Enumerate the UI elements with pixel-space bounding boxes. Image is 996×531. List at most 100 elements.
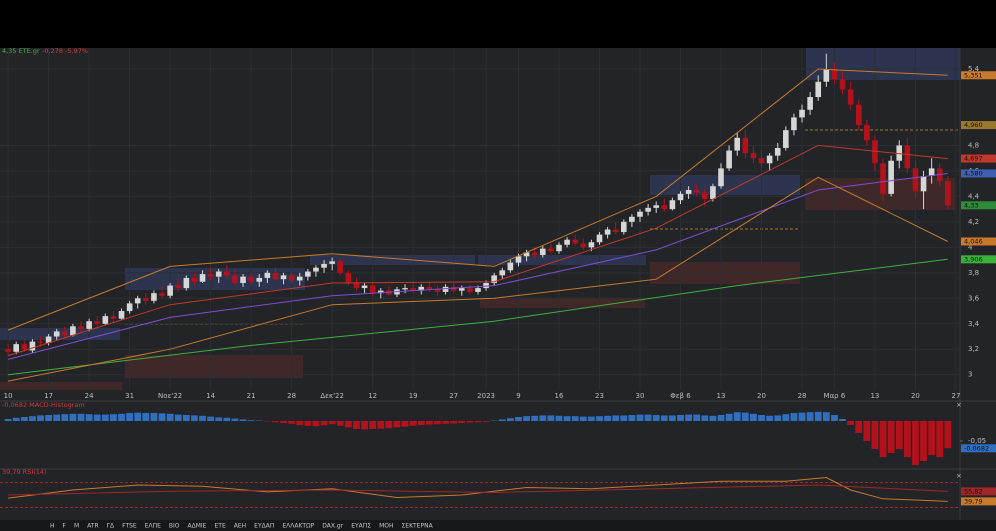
price-label: 4,046 [964, 237, 983, 245]
toolbar-button[interactable]: ATR [87, 523, 98, 530]
toolbar-button[interactable]: ΕΥΑΠΣ [351, 523, 371, 530]
candle-body [645, 207, 651, 212]
histogram-bar [110, 414, 117, 421]
toolbar-button[interactable]: ΑΔΜΙΕ [188, 523, 207, 530]
candle-body [467, 288, 473, 292]
candle-body [37, 341, 44, 343]
histogram-bar [604, 415, 611, 421]
candle-body [604, 229, 611, 235]
histogram-bar [596, 416, 603, 421]
toolbar-button[interactable]: ΣΕΚΤΕΡΝΑ [401, 523, 433, 530]
candle-body [207, 274, 214, 277]
candle-body [337, 261, 344, 273]
toolbar-button[interactable]: ΜΟΗ [379, 523, 393, 530]
symbol-price: 4,35 ETE.gr [2, 47, 40, 55]
histogram-bar [4, 419, 12, 421]
histogram-bar [701, 415, 709, 421]
candle-body [572, 239, 578, 244]
indicator-line [7, 144, 948, 357]
candle-body [596, 234, 603, 243]
histogram-bar [361, 421, 368, 430]
toolbar-button[interactable]: ΕΛΛΑΚΤΩΡ [282, 523, 314, 530]
toolbar-button[interactable]: ΑΕΗ [234, 523, 246, 530]
toolbar-button[interactable]: ΕΛΠΕ [145, 523, 161, 530]
x-tick-label: 20 [911, 392, 920, 400]
histogram-bar [191, 415, 198, 421]
candle-body [499, 270, 506, 276]
histogram-bar [12, 417, 20, 421]
histogram-bar [644, 414, 652, 421]
histogram-bar [506, 418, 514, 421]
histogram-bar [69, 413, 77, 421]
candle-body [143, 298, 149, 301]
histogram-bar [652, 415, 660, 421]
candle-body [410, 288, 416, 291]
indicator-line [7, 68, 948, 331]
x-tick-label: 27 [951, 392, 960, 400]
y-tick-label: 3,4 [968, 320, 980, 328]
histogram-bar [288, 421, 296, 424]
x-tick-label: 12 [368, 392, 377, 400]
toolbar-button[interactable]: DAX.gr [322, 523, 343, 530]
candle-body [637, 211, 643, 217]
price-label: 39,79 [964, 497, 983, 505]
histogram-bar [425, 421, 433, 425]
candle-body [264, 272, 271, 278]
candle-body [539, 248, 546, 255]
x-tick-label: 19 [409, 392, 418, 400]
histogram-bar [636, 414, 644, 421]
histogram-bar [944, 421, 952, 449]
x-tick-label: Μαρ 6 [824, 392, 846, 400]
candle-body [548, 248, 554, 252]
toolbar-button[interactable]: F [63, 523, 67, 530]
candle-body [831, 69, 838, 80]
candle-body [872, 140, 878, 164]
candle-body [669, 200, 676, 210]
candle-body [248, 276, 254, 282]
histogram-bar [709, 415, 717, 421]
histogram-bar [766, 415, 774, 421]
candle-body [685, 190, 692, 194]
histogram-bar [85, 414, 93, 421]
x-tick-label: Δεκ'22 [320, 392, 344, 400]
x-tick-label: 30 [636, 392, 645, 400]
histogram-bar [587, 416, 595, 421]
histogram-bar [393, 421, 401, 428]
x-tick-label: 23 [595, 392, 604, 400]
close-icon[interactable]: × [956, 472, 962, 480]
histogram-bar [563, 416, 571, 421]
toolbar-button[interactable]: H [50, 523, 55, 530]
histogram-bar [928, 421, 936, 455]
price-label-box [961, 71, 996, 80]
histogram-bar [61, 414, 69, 421]
toolbar-button[interactable]: ΕΤΕ [214, 523, 225, 530]
histogram-bar [312, 421, 320, 427]
close-icon[interactable]: × [956, 401, 962, 409]
toolbar-button[interactable]: ΓΔ [107, 523, 115, 530]
candle-body [556, 244, 562, 252]
candle-body [531, 252, 538, 255]
histogram-bar [847, 421, 855, 425]
toolbar-button[interactable]: ΒΙΟ [169, 523, 180, 530]
histogram-bar [790, 413, 798, 421]
price-label: 4,697 [964, 155, 983, 163]
y-tick-label: 3,6 [968, 294, 980, 302]
y-tick-label: 3 [968, 371, 972, 379]
candle-body [167, 285, 173, 296]
x-tick-label: 13 [717, 392, 726, 400]
toolbar-button[interactable]: M [74, 523, 79, 530]
candle-body [718, 168, 724, 187]
price-label-box [961, 487, 996, 496]
toolbar-button[interactable]: FTSE [122, 523, 137, 530]
top-bar [0, 0, 996, 48]
candle-body [904, 145, 911, 169]
histogram-bar [774, 415, 782, 421]
zone [310, 255, 475, 265]
price-label-box [961, 255, 996, 264]
candle-body [774, 147, 781, 156]
toolbar-button[interactable]: ΕΥΔΑΠ [254, 523, 274, 530]
histogram-bar [628, 415, 636, 421]
price-change: -0,278 -5,97% [42, 47, 88, 55]
histogram-bar [717, 415, 725, 421]
candle-body [815, 81, 822, 98]
